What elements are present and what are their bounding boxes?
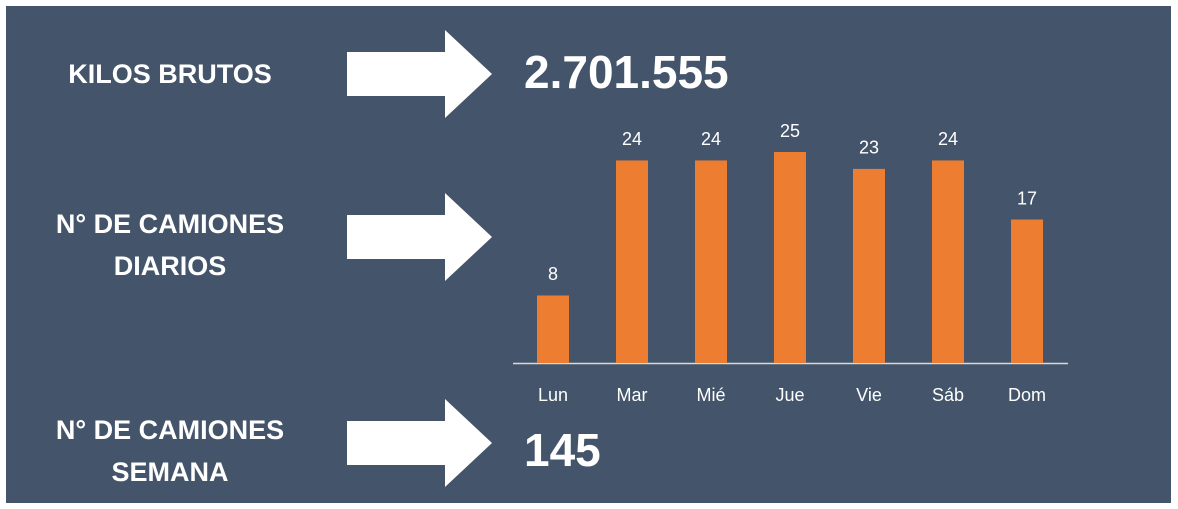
bar	[853, 168, 885, 363]
x-tick-label: Mar	[617, 385, 648, 405]
kpi-label: SEMANA	[111, 457, 228, 487]
bar	[774, 152, 806, 363]
bar	[1011, 219, 1043, 363]
data-label: 17	[1017, 188, 1037, 208]
bar	[695, 160, 727, 363]
data-label: 24	[622, 129, 642, 149]
arrow	[347, 193, 492, 281]
x-tick-label: Sáb	[932, 385, 964, 405]
x-tick-label: Jue	[775, 385, 804, 405]
kpi-label: N° DE CAMIONES	[56, 209, 284, 239]
x-tick-label: Vie	[856, 385, 882, 405]
bar	[537, 295, 569, 363]
x-tick-label: Mié	[696, 385, 725, 405]
data-label: 25	[780, 121, 800, 141]
x-tick-label: Lun	[538, 385, 568, 405]
data-label: 24	[938, 129, 958, 149]
arrow	[347, 30, 492, 118]
data-label: 8	[548, 264, 558, 284]
background	[6, 6, 1171, 503]
kpi-value: 145	[524, 424, 601, 476]
data-label: 24	[701, 129, 721, 149]
x-tick-label: Dom	[1008, 385, 1046, 405]
bar	[616, 160, 648, 363]
arrow	[347, 399, 492, 487]
kpi-label: DIARIOS	[114, 251, 227, 281]
kpi-value: 2.701.555	[524, 46, 729, 98]
kpi-label: KILOS BRUTOS	[68, 59, 272, 89]
bar	[932, 160, 964, 363]
data-label: 23	[859, 138, 879, 158]
kpi-label: N° DE CAMIONES	[56, 415, 284, 445]
